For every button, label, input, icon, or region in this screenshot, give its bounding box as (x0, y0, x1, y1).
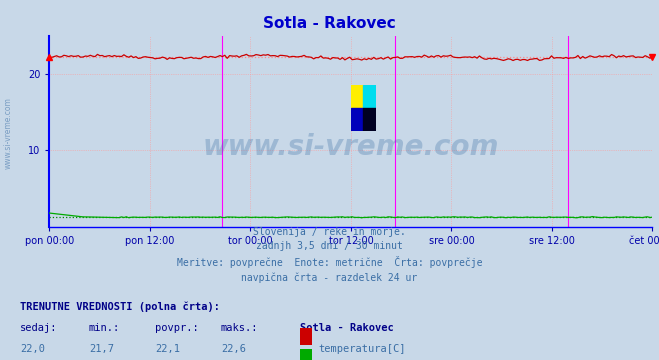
Bar (351, 85, 364, 108)
Text: maks.:: maks.: (221, 323, 258, 333)
Bar (300, 349, 312, 360)
Text: 22,0: 22,0 (20, 344, 45, 354)
Text: Sotla - Rakovec: Sotla - Rakovec (300, 323, 393, 333)
Bar (364, 108, 376, 131)
Text: 22,1: 22,1 (155, 344, 180, 354)
Text: 21,7: 21,7 (89, 344, 114, 354)
Text: Sotla - Rakovec: Sotla - Rakovec (263, 16, 396, 31)
Text: sedaj:: sedaj: (20, 323, 57, 333)
Text: povpr.:: povpr.: (155, 323, 198, 333)
Text: www.si-vreme.com: www.si-vreme.com (3, 97, 13, 169)
Bar (300, 328, 312, 345)
Bar (364, 85, 376, 108)
Text: temperatura[C]: temperatura[C] (318, 344, 406, 354)
Text: TRENUTNE VREDNOSTI (polna črta):: TRENUTNE VREDNOSTI (polna črta): (20, 301, 219, 312)
Text: Slovenija / reke in morje.
zadnjh 3,5 dni / 30 minut
Meritve: povprečne  Enote: : Slovenija / reke in morje. zadnjh 3,5 dn… (177, 227, 482, 283)
Text: 22,6: 22,6 (221, 344, 246, 354)
Text: www.si-vreme.com: www.si-vreme.com (203, 133, 499, 161)
Bar (351, 108, 364, 131)
Text: min.:: min.: (89, 323, 120, 333)
